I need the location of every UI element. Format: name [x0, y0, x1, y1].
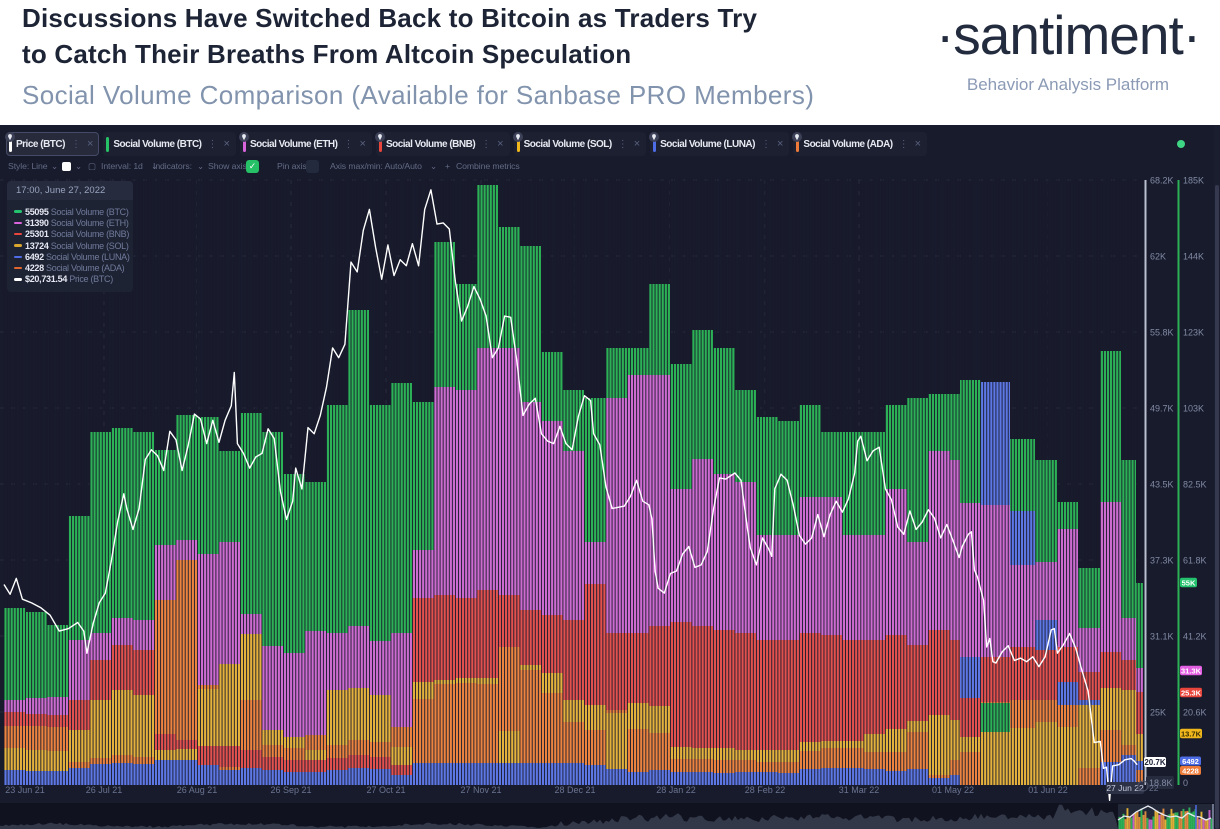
svg-text:01 Jun 22: 01 Jun 22 [1028, 785, 1068, 795]
svg-text:20.6K: 20.6K [1183, 708, 1207, 718]
svg-text:0: 0 [1183, 778, 1188, 788]
svg-text:43.5K: 43.5K [1150, 480, 1174, 490]
svg-text:55.8K: 55.8K [1150, 328, 1174, 338]
svg-text:28 Feb 22: 28 Feb 22 [745, 785, 786, 795]
svg-text:61.8K: 61.8K [1183, 556, 1207, 566]
svg-text:28 Dec 21: 28 Dec 21 [554, 785, 595, 795]
svg-text:13.7K: 13.7K [1181, 730, 1202, 739]
svg-text:27 Oct 21: 27 Oct 21 [366, 785, 405, 795]
svg-text:25K: 25K [1150, 708, 1166, 718]
svg-text:18.8K: 18.8K [1149, 778, 1173, 788]
svg-text:55K: 55K [1182, 579, 1196, 588]
svg-text:62K: 62K [1150, 252, 1166, 262]
svg-text:103K: 103K [1183, 404, 1204, 414]
svg-text:22: 22 [1149, 783, 1159, 793]
svg-text:37.3K: 37.3K [1150, 556, 1174, 566]
svg-text:68.2K: 68.2K [1150, 176, 1174, 186]
svg-text:01 May 22: 01 May 22 [932, 785, 974, 795]
svg-text:49.7K: 49.7K [1150, 404, 1174, 414]
svg-text:20.7K: 20.7K [1144, 758, 1166, 767]
svg-text:23 Jun 21: 23 Jun 21 [5, 785, 45, 795]
svg-text:41.2K: 41.2K [1183, 632, 1207, 642]
svg-text:26 Aug 21: 26 Aug 21 [177, 785, 218, 795]
svg-text:26 Jul 21: 26 Jul 21 [86, 785, 123, 795]
svg-text:82.5K: 82.5K [1183, 480, 1207, 490]
svg-text:25.3K: 25.3K [1181, 689, 1202, 698]
svg-text:28 Jan 22: 28 Jan 22 [656, 785, 696, 795]
svg-text:144K: 144K [1183, 252, 1204, 262]
svg-text:4228: 4228 [1182, 767, 1199, 776]
svg-text:27 Nov 21: 27 Nov 21 [460, 785, 501, 795]
svg-text:185K: 185K [1183, 176, 1204, 186]
svg-text:6492: 6492 [1182, 757, 1199, 766]
svg-text:123K: 123K [1183, 328, 1204, 338]
svg-text:26 Sep 21: 26 Sep 21 [270, 785, 311, 795]
svg-text:31 Mar 22: 31 Mar 22 [839, 785, 880, 795]
svg-text:31.1K: 31.1K [1150, 632, 1174, 642]
svg-text:27 Jun 22: 27 Jun 22 [1106, 783, 1144, 793]
svg-text:31.3K: 31.3K [1181, 667, 1202, 676]
